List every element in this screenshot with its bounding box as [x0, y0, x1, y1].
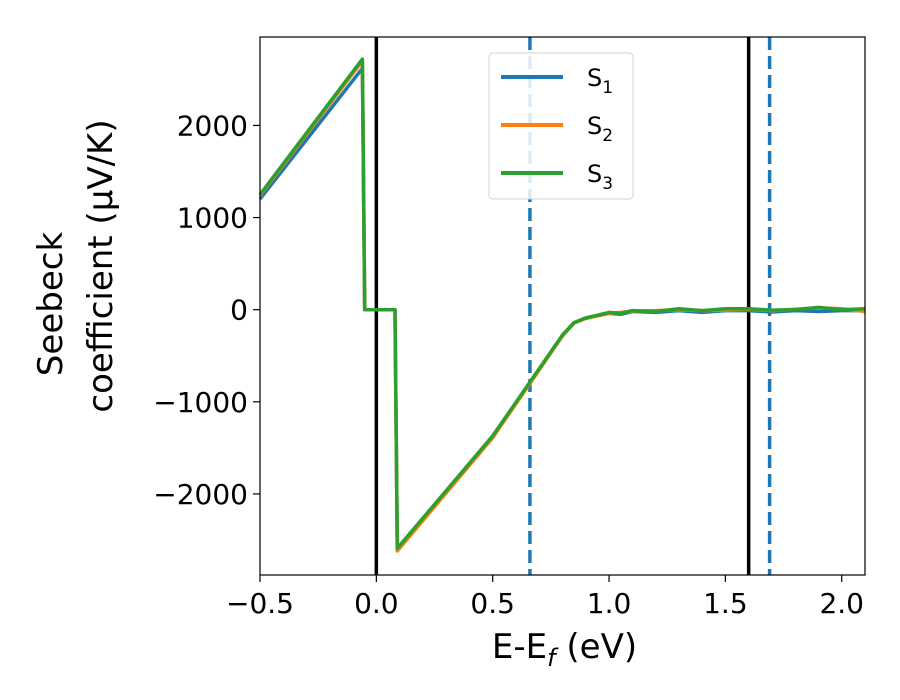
x-axis: −0.5 0.0 0.5 1.0 1.5 2.0 [226, 575, 864, 620]
x-tick-label: 0.5 [470, 587, 515, 620]
x-tick-label: 2.0 [819, 587, 864, 620]
x-tick-label: −0.5 [226, 587, 294, 620]
legend: S1 S2 S3 [488, 52, 634, 200]
y-axis-label-line1: Seebeck [31, 232, 71, 377]
x-tick-label: 1.0 [587, 587, 632, 620]
y-tick-label: −1000 [153, 386, 248, 419]
series-lines [258, 57, 866, 553]
reference-lines [374, 37, 772, 575]
y-tick-label: −2000 [153, 478, 248, 511]
legend-label-3: S3 [587, 160, 613, 194]
x-tick-label: 0.0 [354, 587, 399, 620]
y-axis: 2000 1000 0 −1000 −2000 [153, 109, 260, 511]
plot-frame [259, 36, 866, 576]
x-axis-label: E-Ef (eV) [492, 627, 637, 672]
y-tick-label: 0 [230, 294, 248, 327]
y-axis-label: Seebeck coefficient (μV/K) [31, 119, 121, 412]
legend-label-2: S2 [587, 112, 613, 146]
y-tick-label: 2000 [177, 109, 248, 142]
y-axis-label-line2: coefficient (μV/K) [81, 119, 121, 412]
legend-label-1: S1 [587, 64, 613, 98]
x-tick-label: 1.5 [703, 587, 748, 620]
series-line-3 [258, 57, 866, 551]
y-tick-label: 1000 [177, 202, 248, 235]
